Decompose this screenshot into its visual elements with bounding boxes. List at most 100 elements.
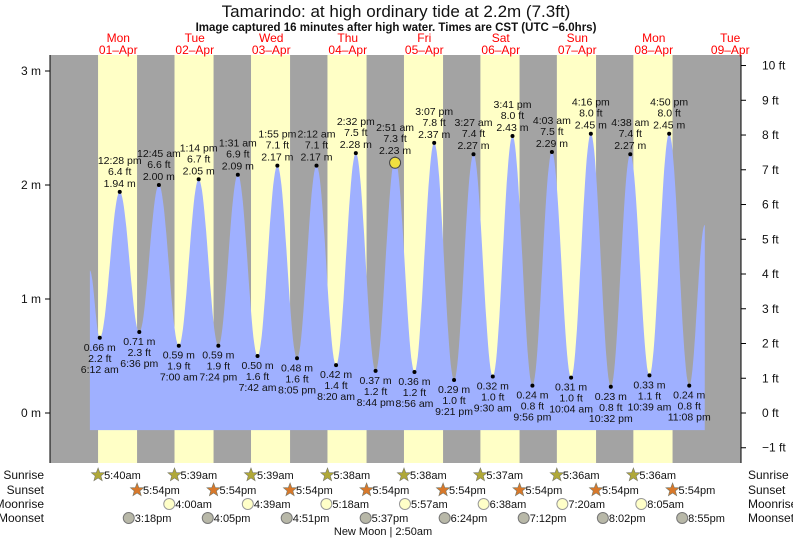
sunset-item: 5:54pm xyxy=(129,482,180,497)
tide-m: 0.71 m xyxy=(123,336,155,348)
tide-dot xyxy=(412,369,417,374)
day-date: 04–Apr xyxy=(328,43,367,57)
low-tide-point: 0.71 m2.3 ft6:36 pm xyxy=(120,330,159,370)
tide-ft: 1.0 ft xyxy=(442,395,465,407)
tide-ft: 1.9 ft xyxy=(167,361,190,373)
right-tick-label: 2 ft xyxy=(762,337,779,351)
tide-time: 8:05 pm xyxy=(278,384,316,396)
tide-ft: 7.4 ft xyxy=(619,128,642,140)
tide-m: 2.45 m xyxy=(653,120,685,132)
moonset-icon xyxy=(676,512,689,524)
tide-dot xyxy=(255,354,260,358)
moonrise-time: 5:18am xyxy=(332,499,369,511)
tide-ft: 1.1 ft xyxy=(638,390,661,402)
right-tick-label: 1 ft xyxy=(762,371,779,385)
tide-dot xyxy=(432,140,437,145)
tide-dot xyxy=(314,163,319,168)
moonset-item: 8:55pm xyxy=(676,512,725,525)
moonrise-row-label-left: Moonrise xyxy=(0,497,44,511)
low-tide-point: 0.36 m1.2 ft8:56 am xyxy=(395,369,434,410)
tide-m: 0.37 m xyxy=(360,375,392,387)
moonrise-icon xyxy=(320,498,333,510)
moonset-time: 7:12pm xyxy=(530,513,567,525)
high-tide-point: 3:27 am7.4 ft2.27 m xyxy=(455,117,493,157)
sunrise-row-label-right: Sunrise xyxy=(748,468,789,482)
tide-labels: 0.66 m2.2 ft6:12 am 12:28 pm6.4 ft1.94 m 0… xyxy=(81,97,711,425)
tide-time: 8:44 pm xyxy=(357,397,395,409)
tide-m: 2.27 m xyxy=(614,140,646,152)
sunset-item: 5:54pm xyxy=(282,482,333,497)
right-tick-label: 6 ft xyxy=(762,198,779,212)
sunrise-icon xyxy=(243,467,259,482)
day-name: Sun xyxy=(567,31,588,45)
tide-dot xyxy=(687,383,692,388)
tide-time: 11:08 pm xyxy=(668,412,711,424)
right-tick-label: −1 ft xyxy=(762,441,786,455)
moonset-item: 4:51pm xyxy=(280,512,329,525)
moonrise-item: 5:57am xyxy=(398,498,448,511)
tide-m: 2.23 m xyxy=(379,145,411,157)
day-date: 08–Apr xyxy=(634,43,673,57)
tide-dot xyxy=(196,177,201,182)
low-tide-point: 0.66 m2.2 ft6:12 am xyxy=(81,335,119,376)
right-tick-label: 0 ft xyxy=(762,406,779,420)
tide-time: 4:50 pm xyxy=(650,97,688,109)
high-tide-point: 1:55 pm7.1 ft2.17 m xyxy=(258,129,297,168)
tide-dot xyxy=(275,163,280,168)
right-tick-label: 3 ft xyxy=(762,302,779,316)
moonset-icon xyxy=(359,512,372,524)
tide-dot xyxy=(373,368,378,373)
tide-m: 0.48 m xyxy=(281,362,313,374)
tide-time: 1:31 am xyxy=(219,138,257,150)
tide-dot xyxy=(176,343,181,348)
moonset-item: 7:12pm xyxy=(517,512,567,525)
sunrise-time: 5:37am xyxy=(486,470,523,482)
tide-curve xyxy=(89,133,705,431)
tide-ft: 1.2 ft xyxy=(403,387,426,399)
moonset-time: 8:02pm xyxy=(609,513,646,525)
tide-dot xyxy=(588,131,593,136)
sunset-item: 5:54pm xyxy=(206,482,257,497)
moonset-icon xyxy=(517,512,530,524)
tide-time: 1:14 pm xyxy=(180,142,218,154)
sunrise-item: 5:40am xyxy=(90,467,141,482)
tide-dot xyxy=(490,374,495,379)
tide-m: 2.27 m xyxy=(457,140,489,152)
low-tide-point: 0.48 m1.6 ft8:05 pm xyxy=(278,356,316,396)
day-name: Sat xyxy=(492,31,511,45)
tide-ft: 6.9 ft xyxy=(226,149,249,161)
moonset-item: 6:24pm xyxy=(438,512,487,525)
tide-ft: 0.8 ft xyxy=(599,402,622,414)
tide-ft: 7.5 ft xyxy=(540,126,563,138)
right-tick-label: 7 ft xyxy=(762,163,779,177)
day-name: Thu xyxy=(337,31,358,45)
sunrise-time: 5:36am xyxy=(563,470,600,482)
sunrise-icon xyxy=(167,467,183,482)
tide-time: 12:45 am xyxy=(137,148,181,160)
right-tick-label: 10 ft xyxy=(762,59,786,73)
tide-ft: 6.4 ft xyxy=(108,166,131,178)
tide-m: 0.29 m xyxy=(438,384,470,396)
tide-time: 10:39 am xyxy=(628,401,672,413)
axes: 0 m 1 m 2 m 3 m −1 ft 0 ft 1 ft 2 ft 3 ft 4 ft 5 f… xyxy=(21,55,786,463)
low-tide-point: 0.59 m1.9 ft7:00 am xyxy=(160,343,198,384)
sunrise-icon xyxy=(625,467,641,482)
sunrise-item: 5:36am xyxy=(625,467,676,482)
high-tide-point: 4:50 pm8.0 ft2.45 m xyxy=(650,97,688,136)
day-date: 06–Apr xyxy=(481,43,520,57)
chart-title: Tamarindo: at high ordinary tide at 2.2m… xyxy=(222,2,571,21)
sunset-time: 5:54pm xyxy=(220,485,257,497)
moonset-icon xyxy=(122,512,135,524)
high-tide-point: 1:14 pm6.7 ft2.05 m xyxy=(180,142,218,182)
moonset-time: 3:18pm xyxy=(135,513,172,525)
moonrise-time: 8:05am xyxy=(647,499,684,511)
moonset-icon xyxy=(596,512,609,524)
tide-m: 1.94 m xyxy=(104,178,136,190)
tide-dot xyxy=(117,189,122,194)
high-tide-point: 4:03 am7.5 ft2.29 m xyxy=(533,115,571,154)
high-tide-point: 4:38 am7.4 ft2.27 m xyxy=(611,117,649,157)
